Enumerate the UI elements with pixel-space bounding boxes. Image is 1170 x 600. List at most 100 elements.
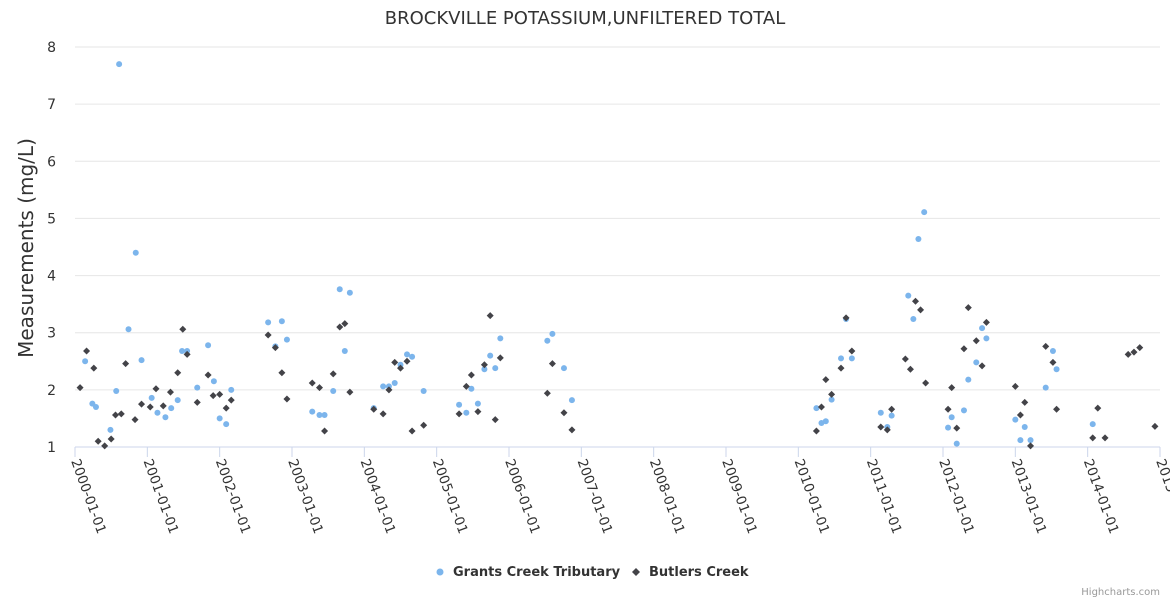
data-point[interactable]: [568, 397, 575, 404]
data-point[interactable]: [480, 361, 488, 369]
data-point[interactable]: [1011, 382, 1019, 390]
data-point[interactable]: [391, 358, 399, 366]
data-point[interactable]: [945, 424, 952, 431]
data-point[interactable]: [964, 304, 972, 312]
data-point[interactable]: [420, 388, 427, 394]
data-point[interactable]: [906, 365, 914, 373]
data-point[interactable]: [330, 388, 337, 394]
data-point[interactable]: [965, 376, 972, 383]
data-point[interactable]: [204, 371, 212, 379]
data-point[interactable]: [316, 412, 323, 418]
data-point[interactable]: [497, 335, 504, 342]
data-point[interactable]: [1094, 404, 1102, 412]
data-point[interactable]: [888, 405, 896, 413]
data-point[interactable]: [380, 383, 387, 390]
data-point[interactable]: [1151, 422, 1159, 430]
data-point[interactable]: [912, 297, 920, 305]
data-point[interactable]: [403, 357, 411, 365]
data-point[interactable]: [549, 330, 556, 337]
data-point[interactable]: [228, 386, 235, 393]
data-point[interactable]: [960, 407, 967, 414]
data-point[interactable]: [456, 401, 463, 408]
data-point[interactable]: [1136, 344, 1144, 352]
data-point[interactable]: [1089, 421, 1096, 428]
data-point[interactable]: [877, 409, 884, 416]
data-point[interactable]: [223, 421, 230, 428]
data-point[interactable]: [1012, 416, 1019, 423]
data-point[interactable]: [122, 360, 130, 368]
data-point[interactable]: [379, 410, 387, 418]
data-point[interactable]: [848, 355, 855, 362]
data-point[interactable]: [822, 418, 829, 425]
data-point[interactable]: [216, 415, 223, 422]
data-point[interactable]: [1053, 405, 1061, 413]
data-point[interactable]: [877, 423, 885, 431]
data-point[interactable]: [817, 403, 825, 411]
data-point[interactable]: [948, 414, 955, 421]
data-point[interactable]: [1053, 366, 1060, 373]
data-point[interactable]: [812, 427, 820, 435]
data-point[interactable]: [113, 388, 120, 394]
data-point[interactable]: [468, 385, 475, 392]
data-point[interactable]: [148, 394, 155, 401]
data-point[interactable]: [90, 364, 98, 372]
data-point[interactable]: [346, 388, 354, 396]
data-point[interactable]: [183, 350, 191, 358]
data-point[interactable]: [1042, 342, 1050, 350]
data-point[interactable]: [283, 395, 291, 403]
data-point[interactable]: [152, 385, 160, 393]
data-point[interactable]: [1021, 424, 1028, 430]
data-point[interactable]: [901, 355, 909, 363]
data-point[interactable]: [179, 348, 186, 354]
data-point[interactable]: [321, 427, 329, 435]
data-point[interactable]: [210, 378, 217, 385]
data-point[interactable]: [1124, 350, 1132, 358]
data-point[interactable]: [278, 318, 285, 325]
data-point[interactable]: [917, 306, 925, 314]
data-point[interactable]: [76, 384, 84, 392]
data-point[interactable]: [486, 312, 494, 320]
data-point[interactable]: [915, 236, 922, 242]
data-point[interactable]: [496, 354, 504, 362]
data-point[interactable]: [1042, 384, 1049, 391]
data-point[interactable]: [922, 379, 930, 387]
data-point[interactable]: [568, 426, 576, 434]
data-point[interactable]: [1027, 442, 1035, 450]
data-point[interactable]: [487, 352, 494, 359]
data-point[interactable]: [474, 408, 482, 416]
data-point[interactable]: [474, 400, 481, 407]
data-point[interactable]: [174, 369, 182, 377]
data-point[interactable]: [194, 384, 201, 391]
data-point[interactable]: [837, 364, 845, 372]
data-point[interactable]: [321, 412, 328, 418]
data-point[interactable]: [107, 426, 114, 433]
data-point[interactable]: [1049, 348, 1056, 354]
data-point[interactable]: [983, 335, 990, 342]
data-point[interactable]: [209, 392, 217, 400]
data-point[interactable]: [1017, 437, 1024, 444]
data-point[interactable]: [166, 388, 174, 396]
data-point[interactable]: [162, 414, 169, 421]
data-point[interactable]: [1101, 434, 1109, 442]
data-point[interactable]: [309, 408, 316, 415]
data-point[interactable]: [905, 292, 912, 299]
data-point[interactable]: [391, 380, 398, 386]
data-point[interactable]: [278, 369, 286, 377]
data-point[interactable]: [168, 405, 175, 412]
data-point[interactable]: [979, 325, 986, 332]
data-point[interactable]: [193, 398, 201, 406]
data-point[interactable]: [1027, 437, 1034, 444]
data-point[interactable]: [978, 362, 986, 370]
data-point[interactable]: [336, 286, 343, 293]
data-point[interactable]: [953, 424, 961, 432]
data-point[interactable]: [828, 396, 835, 403]
data-point[interactable]: [308, 379, 316, 387]
data-point[interactable]: [138, 357, 145, 364]
data-point[interactable]: [560, 365, 567, 372]
data-point[interactable]: [385, 386, 393, 394]
data-point[interactable]: [205, 342, 212, 349]
data-point[interactable]: [467, 371, 475, 379]
data-point[interactable]: [560, 409, 568, 417]
data-point[interactable]: [283, 336, 290, 343]
data-point[interactable]: [420, 421, 428, 429]
